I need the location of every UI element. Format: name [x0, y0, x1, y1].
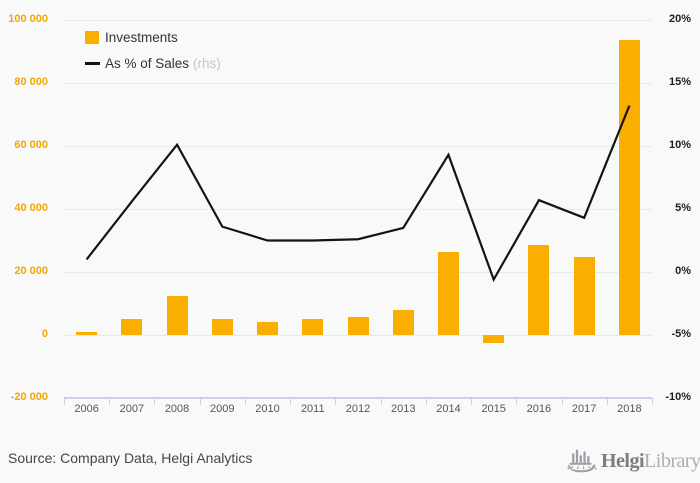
right-axis-label: 20%: [668, 13, 691, 25]
investments-bar: [392, 310, 414, 335]
x-axis-year-label: 2006: [74, 403, 99, 415]
legend-sales-rhs-suffix: (rhs): [193, 55, 221, 71]
left-axis-label: 40 000: [14, 202, 48, 214]
x-axis-tick: [516, 398, 518, 405]
investments-bar: [257, 322, 279, 335]
right-axis-label: -5%: [671, 328, 691, 340]
investments-swatch-icon: [85, 30, 99, 44]
x-axis-year-label: 2016: [526, 403, 552, 415]
investments-bar: [302, 319, 324, 335]
x-axis-year-label: 2015: [481, 403, 506, 415]
x-axis-tick: [290, 398, 292, 405]
x-axis-year-label: 2011: [300, 403, 325, 415]
legend-item-investments: Investments: [85, 29, 221, 45]
right-axis-label: 10%: [668, 139, 691, 151]
right-axis-label: 0%: [675, 265, 691, 277]
investments-bar: [483, 335, 505, 343]
sales-line-swatch-icon: [85, 61, 100, 65]
x-axis-year-label: 2007: [119, 403, 145, 415]
logo-helgi-text: Helgi: [601, 449, 645, 472]
x-axis-year-label: 2014: [436, 403, 461, 415]
legend: Investments As % of Sales (rhs): [85, 29, 221, 81]
viking-ship-icon: [567, 449, 597, 473]
x-axis-year-label: 2013: [390, 403, 416, 415]
investments-bar: [573, 257, 595, 335]
right-axis-label: -10%: [665, 391, 691, 403]
x-axis-tick: [199, 398, 201, 405]
helgi-library-logo: HelgiLibrary.: [566, 445, 700, 477]
gridline: [64, 145, 652, 147]
left-axis-label: 80 000: [14, 76, 48, 88]
left-axis-label: 20 000: [14, 265, 48, 277]
x-axis-year-label: 2012: [345, 403, 371, 415]
logo-library-text: Library.: [644, 449, 700, 472]
source-attribution: Source: Company Data, Helgi Analytics: [8, 450, 253, 466]
x-axis-tick: [606, 398, 608, 405]
right-axis-label: 5%: [675, 202, 691, 214]
logo-wordmark: HelgiLibrary.: [601, 450, 700, 473]
left-axis-label: 0: [41, 328, 48, 340]
legend-item-sales: As % of Sales (rhs): [85, 55, 221, 71]
x-axis-tick: [380, 398, 382, 405]
gridline: [64, 208, 652, 210]
gridline: [64, 271, 652, 273]
investments-bar: [437, 252, 459, 335]
right-axis-label: 15%: [668, 76, 691, 88]
left-axis-label: -20 000: [10, 391, 48, 403]
x-axis-line: [64, 397, 652, 399]
left-axis-label: 100 000: [8, 13, 48, 25]
left-axis-label: 60 000: [14, 139, 48, 151]
x-axis-tick: [471, 398, 473, 405]
investments-bar: [76, 331, 98, 335]
x-axis-tick: [244, 398, 246, 405]
gridline: [64, 334, 652, 336]
x-axis-year-label: 2008: [164, 403, 190, 415]
x-axis-tick: [64, 398, 65, 405]
investments-bar: [121, 319, 143, 335]
x-axis-tick: [109, 398, 111, 405]
x-axis-tick: [154, 398, 156, 405]
x-axis-year-label: 2018: [617, 403, 642, 415]
x-axis-tick: [652, 398, 653, 405]
legend-investments-label: Investments: [105, 29, 178, 45]
investments-bar: [528, 244, 550, 335]
gridline: [64, 19, 652, 21]
investments-bar: [347, 317, 369, 335]
investments-bar: [618, 40, 640, 335]
x-axis-tick: [561, 398, 563, 405]
legend-sales-label: As % of Sales: [105, 55, 190, 71]
investments-bar: [211, 319, 233, 335]
x-axis-tick: [335, 398, 337, 405]
x-axis-year-label: 2010: [255, 403, 280, 415]
x-axis-year-label: 2017: [571, 403, 597, 415]
investments-bar: [166, 296, 188, 335]
gridline: [64, 82, 652, 84]
x-axis-year-label: 2009: [210, 403, 235, 415]
x-axis-tick: [425, 398, 427, 405]
